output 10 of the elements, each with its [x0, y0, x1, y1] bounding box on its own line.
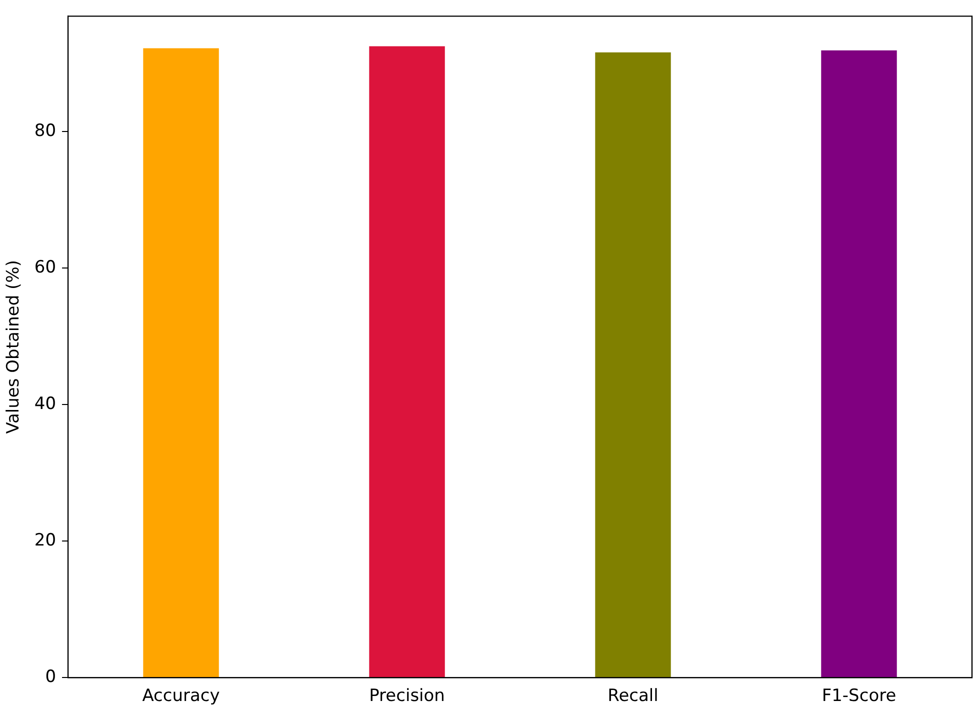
y-tick-label: 80: [34, 120, 56, 141]
y-axis-title: Values Obtained (%): [4, 260, 24, 434]
y-tick-label: 40: [34, 394, 56, 414]
x-tick-label: Recall: [608, 686, 658, 706]
y-tick-label: 20: [34, 530, 56, 551]
y-tick-label: 0: [45, 667, 56, 688]
x-tick-label: F1-Score: [822, 686, 896, 706]
x-tick-label: Precision: [369, 686, 445, 706]
x-tick-label: Accuracy: [142, 686, 220, 706]
y-tick-label: 60: [34, 257, 56, 278]
